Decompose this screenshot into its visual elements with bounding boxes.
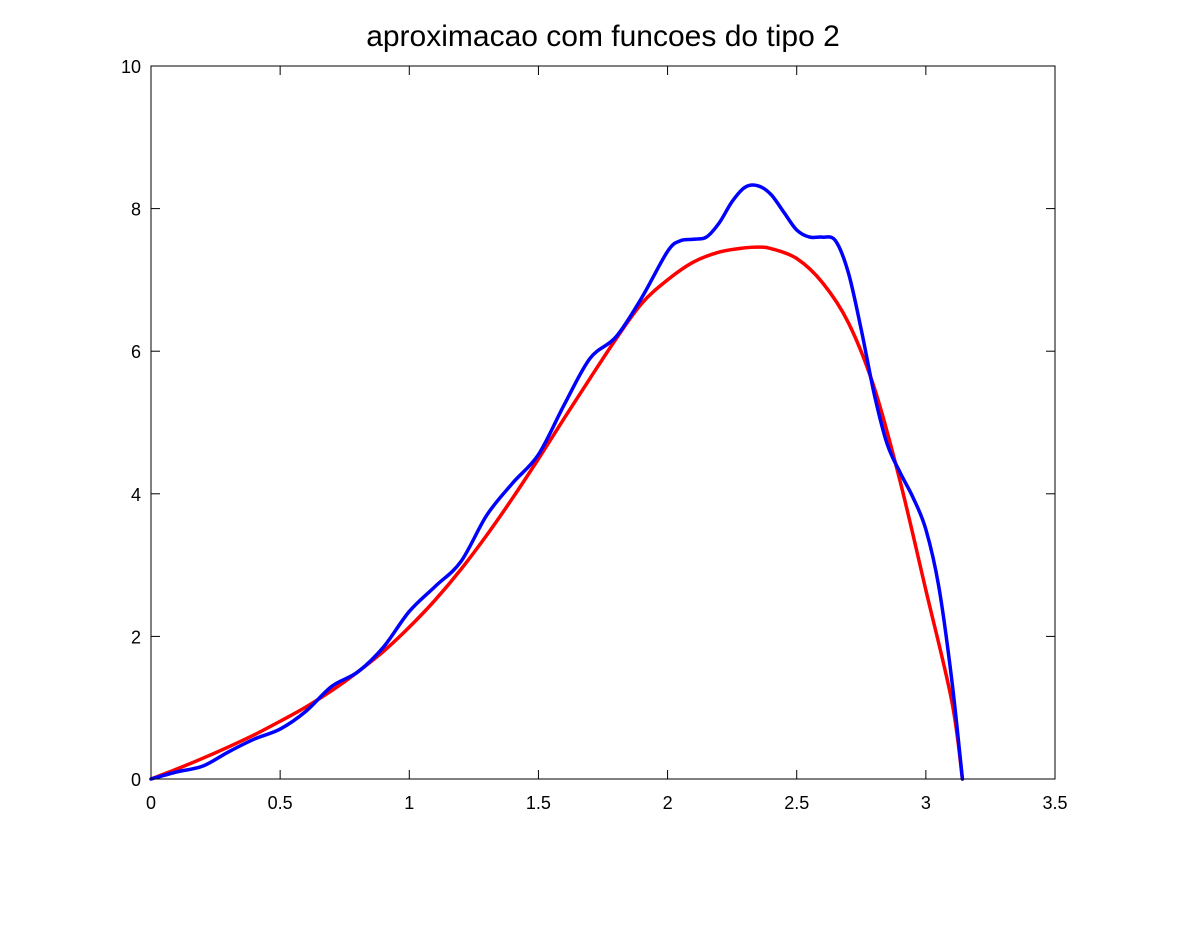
y-tick-label: 8 <box>131 200 141 220</box>
y-tick-label: 2 <box>131 627 141 647</box>
x-tick-label: 1 <box>404 793 414 813</box>
x-tick-label: 0.5 <box>268 793 293 813</box>
y-tick-label: 10 <box>121 57 141 77</box>
y-tick-label: 6 <box>131 342 141 362</box>
x-tick-label: 3.5 <box>1042 793 1067 813</box>
axis-ticks: 0 0.5 1 1.5 2 2.5 3 3.5 0 2 4 6 8 10 <box>121 57 1068 813</box>
series-lines <box>149 183 965 781</box>
x-tick-label: 3 <box>921 793 931 813</box>
blue-series-line <box>149 183 965 781</box>
y-tick-label: 0 <box>131 770 141 790</box>
x-tick-label: 0 <box>146 793 156 813</box>
x-tick-label: 2.5 <box>784 793 809 813</box>
y-tick-label: 4 <box>131 485 141 505</box>
x-tick-label: 2 <box>663 793 673 813</box>
plot-frame <box>150 65 1056 780</box>
red-series-line <box>149 245 965 781</box>
chart-title: aproximacao com funcoes do tipo 2 <box>366 20 840 53</box>
x-tick-label: 1.5 <box>526 793 551 813</box>
